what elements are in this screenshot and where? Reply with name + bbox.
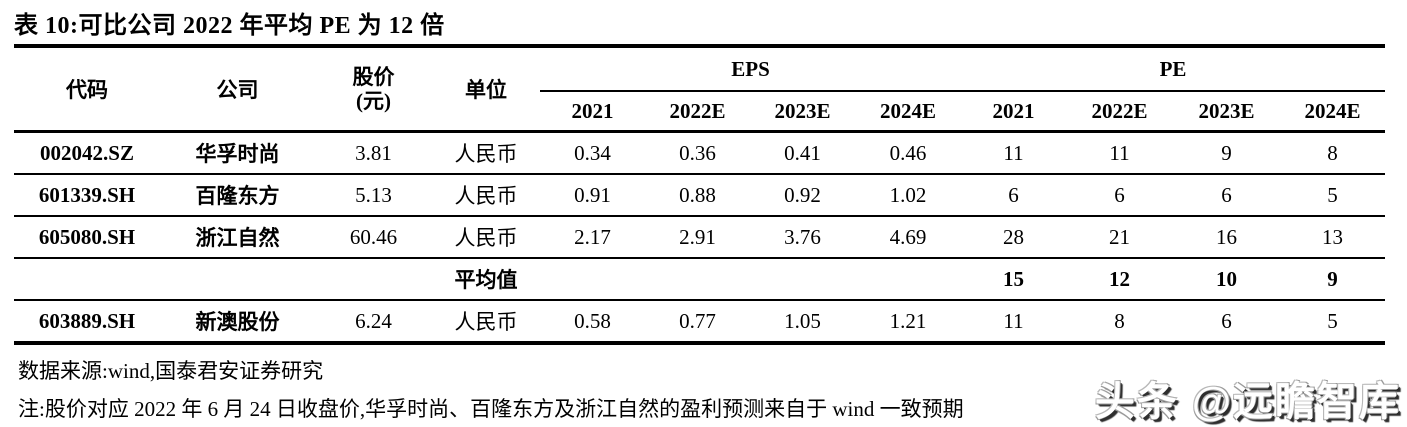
- cell-pe-2024e: 13: [1280, 216, 1386, 259]
- cell-eps-2021: 0.34: [540, 131, 645, 175]
- cell-company: 浙江自然: [160, 216, 315, 259]
- cell-pe-2023e: 6: [1173, 300, 1281, 345]
- cell-price: 3.81: [315, 131, 432, 175]
- cell-pe-2022e: 11: [1066, 131, 1174, 175]
- cell-code: 002042.SZ: [14, 131, 160, 175]
- cell-eps-2023e: 0.92: [750, 174, 855, 217]
- cell-pe-2023e: 9: [1173, 131, 1281, 175]
- cell-unit: 人民币: [432, 174, 540, 217]
- col-header-price-line2: (元): [356, 89, 391, 113]
- cell-code: 603889.SH: [14, 300, 160, 345]
- cell-pe-2023e: 10: [1173, 258, 1281, 301]
- cell-pe-2024e: 5: [1280, 300, 1386, 345]
- cell-pe-2022e: 21: [1066, 216, 1174, 259]
- cell-price: [315, 258, 432, 301]
- col-header-company: 公司: [160, 46, 315, 133]
- cell-eps-2023e: 1.05: [750, 300, 855, 345]
- cell-eps-2022e: [645, 258, 750, 301]
- average-label: 平均值: [432, 258, 540, 301]
- cell-pe-2021: 15: [961, 258, 1067, 301]
- footnote-line: 注:股价对应 2022 年 6 月 24 日收盘价,华孚时尚、百隆东方及浙江自然…: [18, 397, 964, 421]
- cell-pe-2021: 11: [961, 300, 1067, 345]
- cell-unit: 人民币: [432, 300, 540, 345]
- cell-eps-2024e: 1.02: [855, 174, 962, 217]
- cell-pe-2022e: 12: [1066, 258, 1174, 301]
- col-header-pe-2023e: 2023E: [1173, 91, 1281, 133]
- col-header-price-line1: 股价: [352, 64, 395, 89]
- cell-price: 5.13: [315, 174, 432, 217]
- cell-unit: 人民币: [432, 131, 540, 175]
- cell-eps-2022e: 0.88: [645, 174, 750, 217]
- cell-pe-2024e: 8: [1280, 131, 1386, 175]
- col-header-pe-2021: 2021: [961, 91, 1067, 133]
- table-row: 002042.SZ 华孚时尚 3.81 人民币 0.34 0.36 0.41 0…: [14, 131, 1386, 175]
- cell-company: 新澳股份: [160, 300, 315, 345]
- cell-company: 华孚时尚: [160, 131, 315, 175]
- cell-code: [14, 258, 160, 301]
- cell-eps-2021: [540, 258, 645, 301]
- col-header-price: 股价 (元): [315, 46, 432, 133]
- cell-eps-2022e: 0.77: [645, 300, 750, 345]
- cell-pe-2021: 28: [961, 216, 1067, 259]
- cell-pe-2023e: 6: [1173, 174, 1281, 217]
- watermark: 头条 @远瞻智库: [1094, 380, 1401, 424]
- cell-pe-2024e: 5: [1280, 174, 1386, 217]
- col-header-pe-2024e: 2024E: [1280, 91, 1386, 133]
- col-header-eps-2023e: 2023E: [750, 91, 855, 133]
- cell-price: 6.24: [315, 300, 432, 345]
- cell-eps-2022e: 2.91: [645, 216, 750, 259]
- cell-eps-2021: 2.17: [540, 216, 645, 259]
- comparable-companies-table: 代码 公司 股价 (元) 单位 EPS PE 2021 2022E 2023E …: [14, 44, 1386, 345]
- cell-eps-2023e: 3.76: [750, 216, 855, 259]
- col-header-eps-2021: 2021: [540, 91, 645, 133]
- cell-eps-2022e: 0.36: [645, 131, 750, 175]
- cell-unit: 人民币: [432, 216, 540, 259]
- cell-eps-2023e: 0.41: [750, 131, 855, 175]
- cell-pe-2022e: 8: [1066, 300, 1174, 345]
- cell-pe-2021: 11: [961, 131, 1067, 175]
- col-group-pe: PE: [961, 46, 1386, 92]
- cell-eps-2024e: 4.69: [855, 216, 962, 259]
- cell-eps-2021: 0.91: [540, 174, 645, 217]
- cell-company: 百隆东方: [160, 174, 315, 217]
- col-group-eps: EPS: [540, 46, 962, 92]
- data-source-line: 数据来源:wind,国泰君安证券研究: [18, 359, 324, 383]
- col-header-pe-2022e: 2022E: [1066, 91, 1174, 133]
- cell-pe-2024e: 9: [1280, 258, 1386, 301]
- table-row: 605080.SH 浙江自然 60.46 人民币 2.17 2.91 3.76 …: [14, 216, 1386, 259]
- cell-price: 60.46: [315, 216, 432, 259]
- col-header-eps-2022e: 2022E: [645, 91, 750, 133]
- average-row: 平均值 15 12 10 9: [14, 258, 1386, 301]
- col-header-unit: 单位: [432, 46, 540, 133]
- col-header-code: 代码: [14, 46, 160, 133]
- cell-eps-2021: 0.58: [540, 300, 645, 345]
- table-row: 603889.SH 新澳股份 6.24 人民币 0.58 0.77 1.05 1…: [14, 300, 1386, 345]
- cell-eps-2024e: [855, 258, 962, 301]
- cell-pe-2021: 6: [961, 174, 1067, 217]
- cell-pe-2023e: 16: [1173, 216, 1281, 259]
- cell-code: 605080.SH: [14, 216, 160, 259]
- cell-eps-2024e: 1.21: [855, 300, 962, 345]
- cell-pe-2022e: 6: [1066, 174, 1174, 217]
- cell-eps-2024e: 0.46: [855, 131, 962, 175]
- cell-company: [160, 258, 315, 301]
- table-title: 表 10:可比公司 2022 年平均 PE 为 12 倍: [14, 13, 445, 39]
- cell-eps-2023e: [750, 258, 855, 301]
- cell-code: 601339.SH: [14, 174, 160, 217]
- table-row: 601339.SH 百隆东方 5.13 人民币 0.91 0.88 0.92 1…: [14, 174, 1386, 217]
- col-header-eps-2024e: 2024E: [855, 91, 962, 133]
